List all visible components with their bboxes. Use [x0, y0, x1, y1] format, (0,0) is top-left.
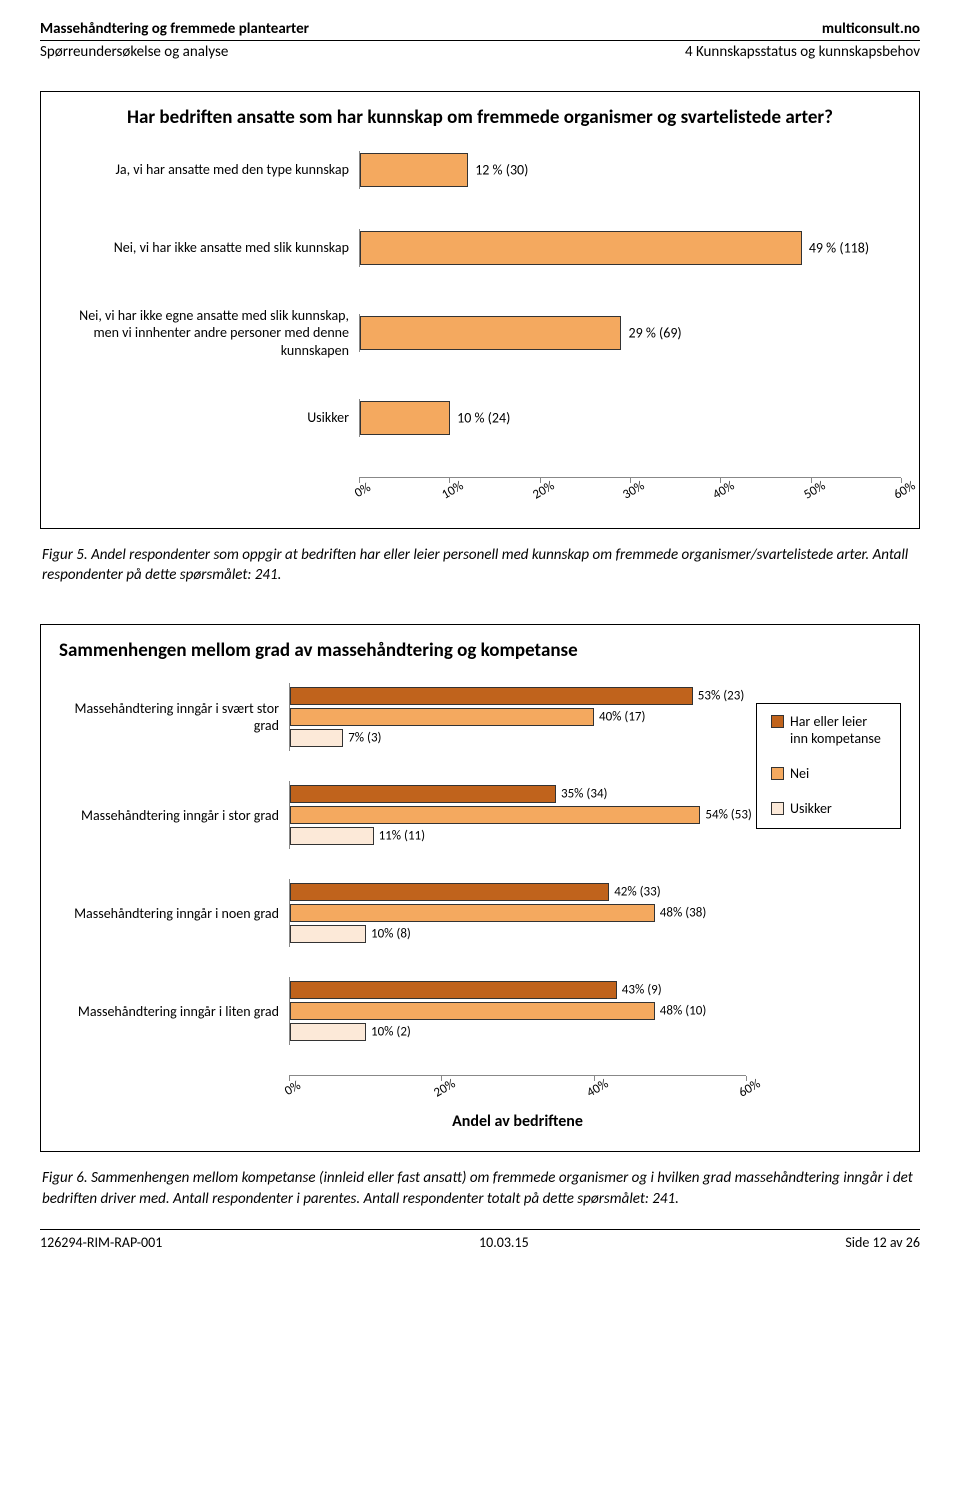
chart1-tick-label: 50%	[801, 479, 828, 503]
chart1-container: Har bedriften ansatte som har kunnskap o…	[40, 91, 920, 529]
chart2-bar: 53% (23)	[290, 687, 693, 705]
chart2-bar-value: 43% (9)	[622, 983, 662, 998]
figure6-caption: Figur 6. Sammenhengen mellom kompetanse …	[42, 1168, 918, 1209]
chart2-bar-value: 10% (2)	[371, 1025, 411, 1040]
chart1-bar: 10 % (24)	[360, 401, 450, 435]
chart1-ticks: 0%10%20%30%40%50%60%	[359, 478, 901, 508]
chart2-tick-label: 40%	[584, 1077, 611, 1101]
legend-label: Nei	[790, 766, 809, 783]
chart1-category-label: Usikker	[59, 409, 359, 427]
chart2-bar: 10% (2)	[290, 1023, 366, 1041]
chart1-tick-label: 0%	[352, 480, 373, 501]
legend-item: Nei	[771, 766, 886, 783]
chart2-group-label: Massehåndtering inngår i svært stor grad	[59, 700, 289, 735]
chart1-bar-value: 12 % (30)	[475, 161, 528, 178]
chart2-container: Sammenhengen mellom grad av massehåndter…	[40, 624, 920, 1153]
footer-center: 10.03.15	[479, 1234, 529, 1251]
chart2-bar-value: 48% (10)	[660, 1004, 706, 1019]
chart1-bar-value: 29 % (69)	[628, 324, 681, 341]
chart2-bar-value: 42% (33)	[614, 885, 660, 900]
chart2-bar: 7% (3)	[290, 729, 343, 747]
chart2-bar: 54% (53)	[290, 806, 700, 824]
chart2-group-label: Massehåndtering inngår i noen grad	[59, 905, 289, 923]
chart1-bar: 49 % (118)	[360, 231, 802, 265]
chart2-bar-value: 48% (38)	[660, 906, 706, 921]
chart2-legend: Har eller leier inn kompetanse Nei Usikker	[756, 703, 901, 828]
chart2-bar: 11% (11)	[290, 827, 374, 845]
chart2-tick-label: 0%	[282, 1078, 303, 1099]
chart1-tick-label: 40%	[711, 479, 738, 503]
footer-left: 126294-RIM-RAP-001	[40, 1234, 162, 1251]
chart2-tick-label: 20%	[432, 1077, 459, 1101]
chart2-bar-value: 11% (11)	[379, 829, 425, 844]
chart2-bar-value: 10% (8)	[371, 927, 411, 942]
chart1-tick-label: 60%	[891, 479, 918, 503]
page-footer: 126294-RIM-RAP-001 10.03.15 Side 12 av 2…	[40, 1229, 920, 1251]
chart2-bar: 43% (9)	[290, 981, 617, 999]
chart2-bar: 10% (8)	[290, 925, 366, 943]
chart2-bar-value: 54% (53)	[705, 808, 751, 823]
chart2-bar-value: 35% (34)	[561, 787, 607, 802]
header-rule	[40, 40, 920, 41]
chart1-tick-label: 30%	[620, 479, 647, 503]
header-sub-left: Spørreundersøkelse og analyse	[40, 43, 228, 61]
chart1-tick-label: 20%	[530, 479, 557, 503]
figure5-caption: Figur 5. Andel respondenter som oppgir a…	[42, 545, 918, 586]
chart1-category-label: Nei, vi har ikke ansatte med slik kunnsk…	[59, 239, 359, 257]
chart2-group: Massehåndtering inngår i noen grad42% (3…	[59, 879, 746, 947]
chart1-bar-value: 49 % (118)	[809, 239, 869, 256]
chart1-row: Nei, vi har ikke egne ansatte med slik k…	[59, 307, 901, 360]
header-title-right: multiconsult.no	[822, 20, 920, 38]
legend-item: Usikker	[771, 801, 886, 818]
chart2-group: Massehåndtering inngår i liten grad43% (…	[59, 977, 746, 1045]
header-title-left: Massehåndtering og fremmede plantearter	[40, 20, 309, 38]
chart2-bar: 48% (10)	[290, 1002, 655, 1020]
chart1-row: Nei, vi har ikke ansatte med slik kunnsk…	[59, 229, 901, 267]
chart1-category-label: Ja, vi har ansatte med den type kunnskap	[59, 161, 359, 179]
legend-swatch	[771, 802, 784, 815]
chart1-bar: 12 % (30)	[360, 153, 468, 187]
chart2-bar-value: 7% (3)	[348, 731, 381, 746]
legend-swatch	[771, 715, 784, 728]
chart2-group: Massehåndtering inngår i stor grad35% (3…	[59, 781, 746, 849]
chart1-bar: 29 % (69)	[360, 316, 621, 350]
chart2-bar: 48% (38)	[290, 904, 655, 922]
chart1-row: Ja, vi har ansatte med den type kunnskap…	[59, 151, 901, 189]
legend-label: Har eller leier inn kompetanse	[790, 714, 886, 748]
chart2-xlabel: Andel av bedriftene	[289, 1112, 746, 1131]
legend-label: Usikker	[790, 801, 832, 818]
chart1-row: Usikker10 % (24)	[59, 399, 901, 437]
chart2-ticks: 0%20%40%60%	[289, 1076, 746, 1106]
header-sub-right: 4 Kunnskapsstatus og kunnskapsbehov	[685, 43, 920, 61]
chart1-title: Har bedriften ansatte som har kunnskap o…	[59, 106, 901, 131]
legend-item: Har eller leier inn kompetanse	[771, 714, 886, 748]
chart2-title: Sammenhengen mellom grad av massehåndter…	[59, 639, 901, 664]
chart1-tick-label: 10%	[440, 479, 467, 503]
chart2-group: Massehåndtering inngår i svært stor grad…	[59, 683, 746, 751]
chart2-bar: 40% (17)	[290, 708, 594, 726]
chart2-bar-value: 40% (17)	[599, 710, 645, 725]
chart2-group-label: Massehåndtering inngår i liten grad	[59, 1003, 289, 1021]
chart2-bar: 42% (33)	[290, 883, 609, 901]
chart2-bar: 35% (34)	[290, 785, 556, 803]
legend-swatch	[771, 767, 784, 780]
chart1-bar-value: 10 % (24)	[457, 410, 510, 427]
footer-right: Side 12 av 26	[845, 1234, 920, 1251]
chart1-category-label: Nei, vi har ikke egne ansatte med slik k…	[59, 307, 359, 360]
chart2-group-label: Massehåndtering inngår i stor grad	[59, 807, 289, 825]
chart2-bar-value: 53% (23)	[698, 689, 744, 704]
chart2-tick-label: 60%	[736, 1077, 763, 1101]
